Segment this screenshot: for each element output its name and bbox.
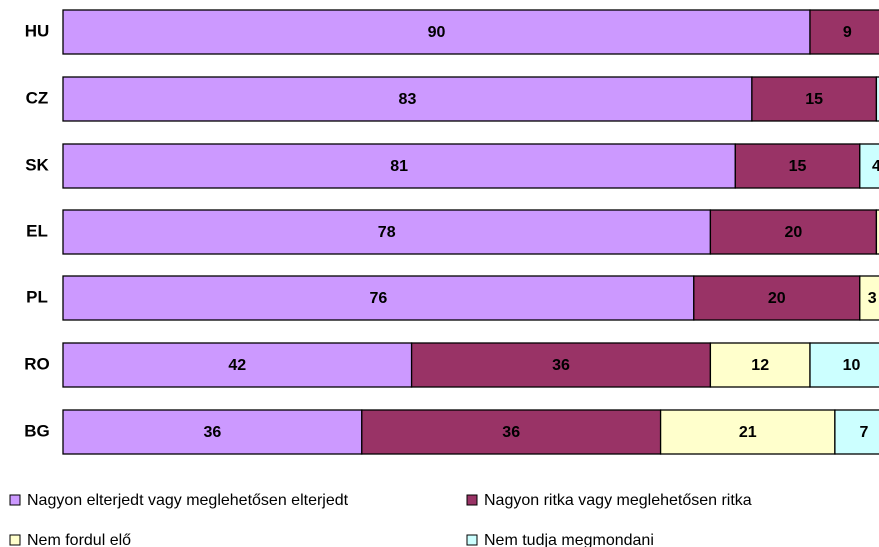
category-label: EL bbox=[26, 221, 48, 240]
value-label: 20 bbox=[785, 224, 803, 241]
legend-label: Nem tudja megmondani bbox=[484, 532, 654, 547]
value-label: 36 bbox=[502, 424, 520, 441]
legend-label: Nagyon ritka vagy meglehetősen ritka bbox=[484, 492, 752, 509]
value-label: 15 bbox=[789, 158, 807, 175]
bar-segment bbox=[809, 9, 879, 55]
legend-label: Nagyon elterjedt vagy meglehetősen elter… bbox=[27, 492, 349, 509]
bar-segment bbox=[834, 409, 879, 455]
category-label: SK bbox=[25, 155, 49, 174]
legend-swatch bbox=[466, 494, 478, 506]
category-label: RO bbox=[24, 354, 50, 373]
value-label: 20 bbox=[768, 290, 786, 307]
bar-segment bbox=[410, 342, 712, 388]
value-label: 36 bbox=[552, 357, 570, 374]
value-label: 7 bbox=[859, 424, 868, 441]
value-label: 4 bbox=[872, 158, 879, 175]
bar-segment bbox=[62, 143, 736, 189]
bar-segment bbox=[859, 143, 879, 189]
value-label: 78 bbox=[378, 224, 396, 241]
legend-swatch bbox=[9, 494, 21, 506]
bar-segment bbox=[809, 342, 879, 388]
category-label: PL bbox=[26, 287, 48, 306]
value-label: 76 bbox=[370, 290, 388, 307]
value-label: 10 bbox=[843, 357, 861, 374]
category-label: HU bbox=[25, 21, 50, 40]
bar-segment bbox=[709, 209, 878, 255]
legend-swatch bbox=[9, 534, 21, 546]
value-label: 83 bbox=[399, 91, 417, 108]
bar-segment bbox=[709, 342, 811, 388]
bar-segment bbox=[62, 275, 695, 321]
value-label: 36 bbox=[204, 424, 222, 441]
category-label: CZ bbox=[26, 88, 49, 107]
bar-segment bbox=[659, 409, 836, 455]
bar-segment bbox=[62, 76, 753, 122]
value-label: 15 bbox=[805, 91, 823, 108]
value-label: 3 bbox=[868, 290, 877, 307]
value-label: 9 bbox=[843, 24, 852, 41]
bar-segment bbox=[62, 342, 413, 388]
category-label: BG bbox=[24, 421, 50, 440]
bar-segment bbox=[734, 143, 861, 189]
bar-segment bbox=[859, 275, 879, 321]
value-label: 90 bbox=[428, 24, 446, 41]
value-label: 42 bbox=[228, 357, 246, 374]
value-label: 21 bbox=[739, 424, 757, 441]
bar-segment bbox=[875, 76, 879, 122]
bar-segment bbox=[62, 209, 712, 255]
value-label: 81 bbox=[390, 158, 408, 175]
legend-swatch bbox=[466, 534, 478, 546]
bar-segment bbox=[62, 9, 811, 55]
bar-segment bbox=[875, 209, 879, 255]
bar-segment bbox=[751, 76, 878, 122]
legend-label: Nem fordul elő bbox=[27, 532, 131, 547]
bar-segment bbox=[693, 275, 861, 321]
value-label: 12 bbox=[751, 357, 769, 374]
